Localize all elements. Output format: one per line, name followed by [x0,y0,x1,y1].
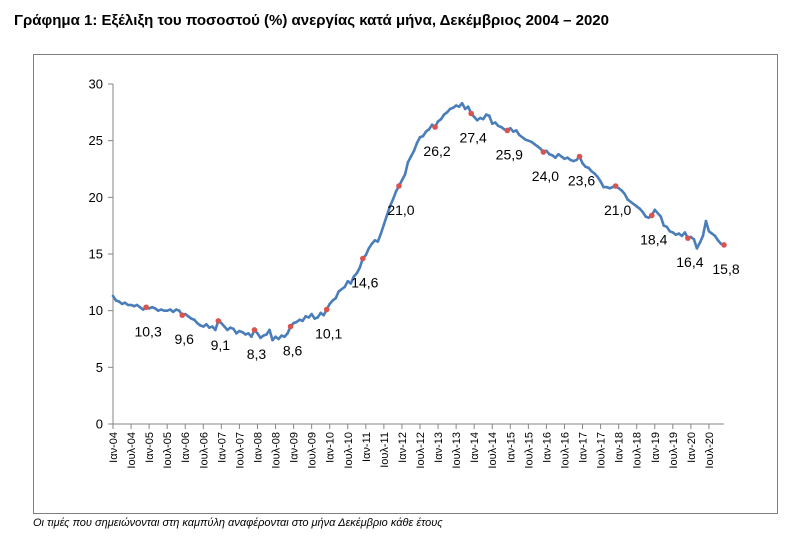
december-marker [540,149,547,155]
y-axis: 0 5 10 15 20 25 30 [89,77,114,432]
y-tick-label: 20 [89,190,103,205]
x-axis: Ιαν-04 Ιουλ-04 Ιαν-05 Ιουλ-05 Ιαν-06 Ιουλ-06 Ι… [108,423,724,469]
x-tick-label: Ιαν-20 [686,432,698,463]
series-segment [704,219,711,233]
x-tick-label: Ιουλ-20 [704,432,716,469]
chart-frame [33,54,778,514]
data-label: 9,1 [211,337,231,353]
x-tick-label: Ιαν-12 [397,432,409,463]
data-label: 16,4 [676,254,703,270]
series-segment [385,205,392,217]
december-marker [612,183,619,189]
december-marker [432,124,438,130]
data-label: 26,2 [423,143,450,159]
data-label: 18,4 [640,231,667,247]
chart-title: Γράφημα 1: Εξέλιξη του ποσοστού (%) ανερ… [14,12,609,29]
december-marker [576,153,583,160]
y-tick-label: 5 [96,360,103,375]
data-label: 9,6 [174,331,194,347]
series-segment [487,114,494,125]
data-label: 15,8 [712,261,739,277]
data-label: 8,6 [283,343,303,359]
x-tick-label: Ιουλ-14 [487,432,499,469]
x-tick-label: Ιουλ-18 [632,432,644,469]
x-tick-label: Ιαν-18 [614,432,626,463]
series-segment [382,214,389,226]
x-tick-label: Ιουλ-10 [343,432,355,469]
december-marker [179,312,186,319]
series-segment [376,232,383,243]
series-segment [403,160,410,176]
december-marker [504,127,511,134]
x-tick-label: Ιαν-13 [433,432,445,463]
x-tick-label: Ιουλ-04 [126,432,138,469]
x-tick-label: Ιουλ-09 [307,432,319,469]
y-tick-label: 10 [89,303,103,318]
december-marker [648,212,655,219]
x-tick-label: Ιαν-14 [469,432,481,463]
series-segment [659,215,666,227]
x-tick-label: Ιαν-05 [144,432,156,463]
series-segment [268,328,274,342]
y-tick-label: 30 [89,77,103,92]
x-tick-label: Ιουλ-12 [415,432,427,469]
x-tick-label: Ιουλ-05 [162,432,174,469]
x-tick-label: Ιαν-15 [505,432,517,463]
x-tick-label: Ιαν-04 [108,432,120,463]
series-segment [391,190,398,201]
y-tick-label: 15 [89,247,103,262]
x-tick-label: Ιαν-16 [541,432,553,463]
x-tick-label: Ιουλ-15 [523,432,535,469]
x-tick-label: Ιουλ-11 [379,432,391,468]
x-tick-label: Ιουλ-16 [559,432,571,469]
x-tick-label: Ιουλ-07 [234,432,246,469]
x-tick-label: Ιουλ-13 [451,432,463,469]
data-label: 25,9 [496,146,523,162]
x-tick-label: Ιουλ-08 [271,432,283,469]
december-marker [685,235,691,241]
december-marker [215,318,222,324]
data-label: 21,0 [387,202,414,218]
series-segment [379,223,386,235]
december-marker [143,304,149,311]
x-tick-label: Ιαν-09 [289,432,301,463]
december-marker [721,242,727,248]
december-marker [287,323,294,330]
data-label: 8,3 [247,346,267,362]
december-marker [251,327,258,333]
december-marker [468,110,474,117]
december-marker [323,306,330,313]
data-label: 27,4 [460,129,487,145]
x-tick-label: Ιαν-17 [578,432,590,463]
data-label: 14,6 [351,275,378,291]
data-label: 10,3 [134,323,161,339]
series-lines [111,101,726,342]
series-segment [412,141,419,153]
december-marker [396,183,402,189]
y-tick-label: 0 [96,417,103,432]
data-label: 24,0 [532,168,559,184]
data-label: 21,0 [604,202,631,218]
x-tick-label: Ιαν-07 [216,432,228,463]
x-tick-label: Ιουλ-06 [198,432,210,469]
data-label: 23,6 [568,173,595,189]
y-tick-label: 25 [89,133,103,148]
footnote: Οι τιμές που σημειώνονται στη καμπύλη αν… [33,517,443,529]
data-label: 10,1 [315,326,342,342]
x-tick-label: Ιαν-08 [252,432,264,463]
x-tick-label: Ιαν-10 [325,432,337,463]
data-labels: 10,3 9,6 9,1 8,3 8,6 10,1 14,6 21,0 26,2 27,4 25,9… [134,129,739,361]
x-tick-label: Ιαν-11 [361,432,373,462]
x-tick-label: Ιουλ-19 [668,432,680,469]
x-tick-label: Ιαν-19 [650,432,662,463]
december-marker [360,255,366,262]
december-markers [143,110,727,333]
x-tick-label: Ιαν-06 [180,432,192,463]
x-tick-label: Ιουλ-17 [596,432,608,469]
